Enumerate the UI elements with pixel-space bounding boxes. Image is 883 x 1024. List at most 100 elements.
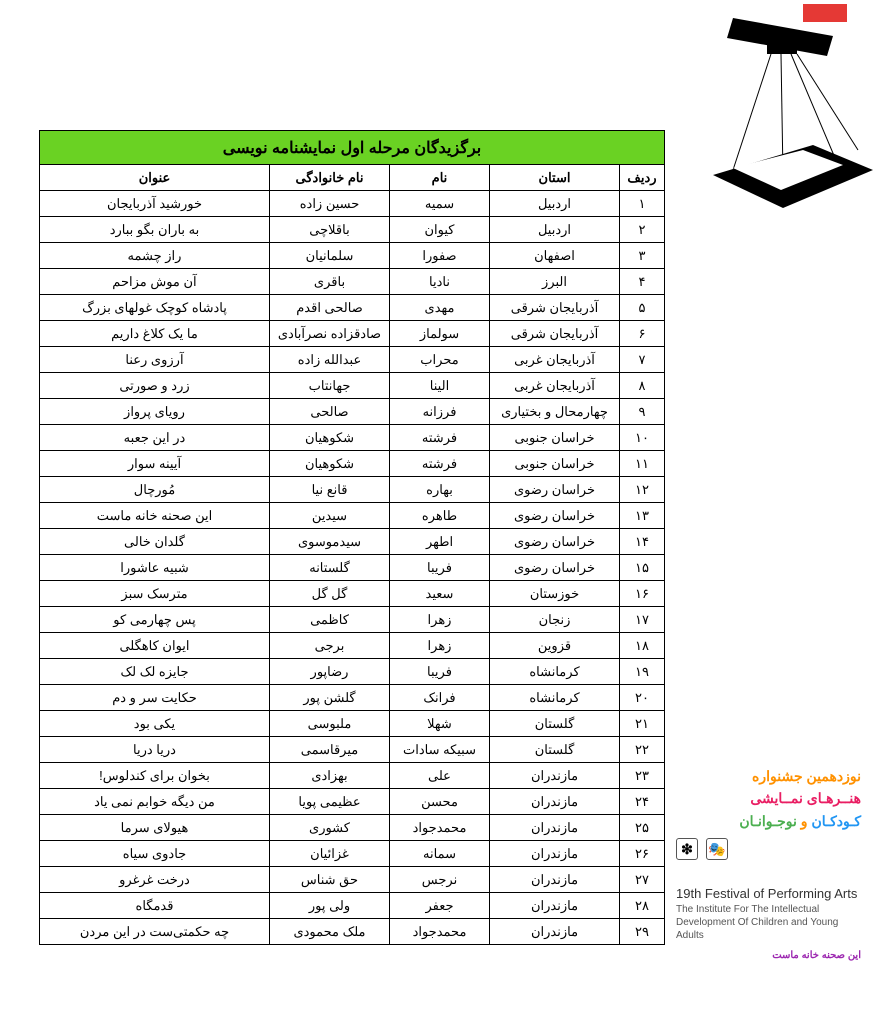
fest-en-big: 19th Festival of Performing Arts [676,886,861,903]
table-cell: خراسان رضوی [490,503,620,529]
table-title: برگزیدگان مرحله اول نمایشنامه نویسی [39,131,664,165]
table-cell: ۶ [620,321,665,347]
table-cell: گلستان [490,737,620,763]
table-cell: ۲ [620,217,665,243]
table-row: ۲۸مازندرانجعفرولی پورقدمگاه [39,893,664,919]
table-cell: رویای پرواز [39,399,269,425]
table-row: ۲اردبیلکیوانباقلاچیبه باران بگو ببارد [39,217,664,243]
table-cell: نادیا [390,269,490,295]
table-cell: فریبا [390,555,490,581]
table-cell: من دیگه خوابم نمی یاد [39,789,269,815]
table-row: ۲۴مازندرانمحسنعظیمی پویامن دیگه خوابم نم… [39,789,664,815]
table-cell: محراب [390,347,490,373]
mask-icon: 🎭 [706,838,728,860]
table-cell: برجی [270,633,390,659]
table-cell: باقلاچی [270,217,390,243]
table-cell: خراسان جنوبی [490,451,620,477]
table-cell: ۲۷ [620,867,665,893]
table-cell: خورشید آذربایجان [39,191,269,217]
table-cell: خراسان رضوی [490,555,620,581]
festival-caption: نوزدهمین جشنواره هنــرهـای نمــایشی کـود… [676,765,861,964]
table-cell: کرمانشاه [490,659,620,685]
table-cell: ۱۸ [620,633,665,659]
table-cell: بهزادی [270,763,390,789]
table-cell: ۲۸ [620,893,665,919]
page: برگزیدگان مرحله اول نمایشنامه نویسی ردیف… [0,0,883,1024]
table-cell: یکی بود [39,711,269,737]
table-cell: ۴ [620,269,665,295]
table-cell: ۷ [620,347,665,373]
table-cell: ملک محمودی [270,919,390,945]
table-cell: سیدموسوی [270,529,390,555]
table-cell: به باران بگو ببارد [39,217,269,243]
table-cell: کرمانشاه [490,685,620,711]
table-cell: سمیه [390,191,490,217]
table-row: ۱۵خراسان رضویفریباگلستانهشبیه عاشورا [39,555,664,581]
table-cell: ۲۱ [620,711,665,737]
table-cell: عبدالله زاده [270,347,390,373]
table-cell: ۲۰ [620,685,665,711]
bird-icon: ❇ [676,838,698,860]
table-cell: ۱ [620,191,665,217]
table-row: ۲۹مازندرانمحمدجوادملک محمودیچه حکمتی‌ست … [39,919,664,945]
table-cell: غزائیان [270,841,390,867]
table-cell: ۹ [620,399,665,425]
fest-line2: هنــرهـای نمــایشی [676,787,861,809]
table-cell: گل گل [270,581,390,607]
table-cell: ۲۹ [620,919,665,945]
table-cell: ۱۳ [620,503,665,529]
table-cell: کیوان [390,217,490,243]
table-cell: فرزانه [390,399,490,425]
fest-line1: نوزدهمین جشنواره [676,765,861,787]
table-cell: زرد و صورتی [39,373,269,399]
table-header-row: ردیف استان نام نام خانوادگی عنوان [39,165,664,191]
table-cell: زهرا [390,607,490,633]
table-cell: شکوهیان [270,451,390,477]
table-cell: گلستانه [270,555,390,581]
table-cell: جایزه لک لک [39,659,269,685]
col-last: نام خانوادگی [270,165,390,191]
table-cell: فرانک [390,685,490,711]
table-cell: ۱۰ [620,425,665,451]
table-cell: زهرا [390,633,490,659]
table-cell: ۲۴ [620,789,665,815]
col-row: ردیف [620,165,665,191]
table-row: ۲۵مازندرانمحمدجوادکشوریهیولای سرما [39,815,664,841]
table-cell: زنجان [490,607,620,633]
table-cell: مهدی [390,295,490,321]
table-cell: این صحنه خانه ماست [39,503,269,529]
table-cell: ما یک کلاغ داریم [39,321,269,347]
table-row: ۹چهارمحال و بختیاریفرزانهصالحیرویای پروا… [39,399,664,425]
table-cell: آذربایجان شرقی [490,321,620,347]
table-cell: ولی پور [270,893,390,919]
table-cell: فرشته [390,451,490,477]
table-cell: چه حکمتی‌ست در این مردن [39,919,269,945]
table-cell: مازندران [490,815,620,841]
table-cell: ۲۶ [620,841,665,867]
fest-line3: کـودکـان و نوجـوانـان [676,810,861,832]
table-cell: محمدجواد [390,815,490,841]
table-row: ۱۲خراسان رضویبهارهقانع نیامُورچال [39,477,664,503]
table-cell: علی [390,763,490,789]
table-cell: ۱۴ [620,529,665,555]
table-cell: آذربایجان شرقی [490,295,620,321]
table-cell: محسن [390,789,490,815]
table-cell: کاظمی [270,607,390,633]
table-cell: گلدان خالی [39,529,269,555]
table-cell: چهارمحال و بختیاری [490,399,620,425]
table-cell: مازندران [490,763,620,789]
table-row: ۱۴خراسان رضویاطهرسیدموسویگلدان خالی [39,529,664,555]
table-cell: بهاره [390,477,490,503]
table-row: ۲۶مازندرانسمانهغزائیانجادوی سیاه [39,841,664,867]
table-cell: عظیمی پویا [270,789,390,815]
table-cell: ۲۳ [620,763,665,789]
table-cell: ۱۶ [620,581,665,607]
table-cell: سعید [390,581,490,607]
table-row: ۲۰کرمانشاهفرانکگلشن پورحکایت سر و دم [39,685,664,711]
table-cell: صادقزاده نصرآبادی [270,321,390,347]
table-cell: اردبیل [490,217,620,243]
table-cell: مازندران [490,789,620,815]
table-cell: اردبیل [490,191,620,217]
table-cell: قانع نیا [270,477,390,503]
table-cell: جعفر [390,893,490,919]
